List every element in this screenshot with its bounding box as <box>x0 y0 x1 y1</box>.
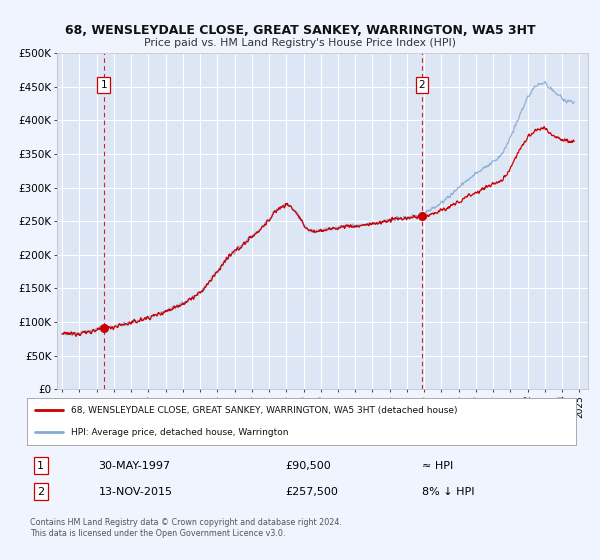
Text: £90,500: £90,500 <box>285 461 331 471</box>
Text: £257,500: £257,500 <box>285 487 338 497</box>
Text: 2: 2 <box>419 80 425 90</box>
Text: 68, WENSLEYDALE CLOSE, GREAT SANKEY, WARRINGTON, WA5 3HT: 68, WENSLEYDALE CLOSE, GREAT SANKEY, WAR… <box>65 24 535 36</box>
Text: 13-NOV-2015: 13-NOV-2015 <box>98 487 172 497</box>
Text: This data is licensed under the Open Government Licence v3.0.: This data is licensed under the Open Gov… <box>30 529 286 538</box>
Text: 8% ↓ HPI: 8% ↓ HPI <box>422 487 475 497</box>
Text: 1: 1 <box>37 461 44 471</box>
Text: Contains HM Land Registry data © Crown copyright and database right 2024.: Contains HM Land Registry data © Crown c… <box>30 518 342 527</box>
Text: 30-MAY-1997: 30-MAY-1997 <box>98 461 170 471</box>
Text: ≈ HPI: ≈ HPI <box>422 461 454 471</box>
Text: HPI: Average price, detached house, Warrington: HPI: Average price, detached house, Warr… <box>71 428 289 437</box>
Text: 1: 1 <box>100 80 107 90</box>
Text: 68, WENSLEYDALE CLOSE, GREAT SANKEY, WARRINGTON, WA5 3HT (detached house): 68, WENSLEYDALE CLOSE, GREAT SANKEY, WAR… <box>71 406 457 415</box>
Text: Price paid vs. HM Land Registry's House Price Index (HPI): Price paid vs. HM Land Registry's House … <box>144 38 456 48</box>
Text: 2: 2 <box>37 487 44 497</box>
